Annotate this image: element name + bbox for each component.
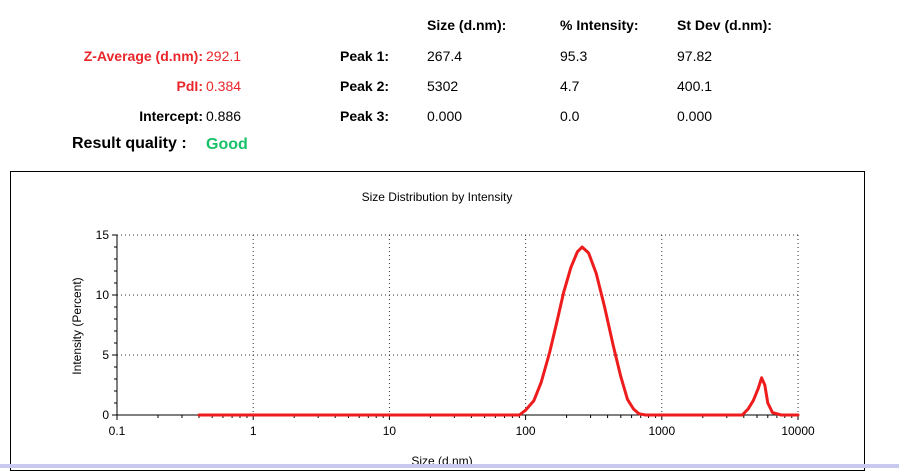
result-quality-label: Result quality :: [72, 135, 187, 152]
peak-2-stdev: 400.1: [677, 78, 713, 94]
x-tick-label: 10: [383, 424, 397, 438]
x-tick-label: 10000: [781, 424, 815, 438]
peak-2-size: 5302: [427, 78, 459, 94]
z-average-value: 292.1: [206, 48, 242, 64]
result-quality-value: Good: [206, 136, 248, 153]
peak-1-size: 267.4: [427, 48, 463, 64]
y-tick-label: 15: [96, 228, 110, 242]
chart-title: Size Distribution by Intensity: [362, 190, 513, 204]
peak-3-label: Peak 3:: [340, 108, 390, 124]
x-tick-label: 0.1: [109, 424, 126, 438]
window-bottom-edge: [0, 464, 899, 468]
peak-1-stdev: 97.82: [677, 48, 713, 64]
intensity-series-line: [197, 245, 800, 417]
y-tick-label: 5: [102, 348, 109, 362]
peak-3-size: 0.000: [427, 108, 463, 124]
pdi-label: PdI:: [176, 78, 203, 94]
col-header-stdev: St Dev (d.nm):: [677, 17, 772, 33]
col-header-intensity: % Intensity:: [560, 17, 639, 33]
peak-3-stdev: 0.000: [677, 108, 713, 124]
y-axis-label: Intensity (Percent): [70, 277, 84, 374]
intercept-label: Intercept:: [139, 108, 203, 124]
grid-layer: [117, 234, 799, 415]
x-tick-label: 100: [516, 424, 536, 438]
x-tick-label: 1: [250, 424, 257, 438]
axis-layer: 0 5 10 15 0.1 1 10 100 1000 10000: [96, 228, 815, 438]
peak-1-intensity: 95.3: [560, 48, 588, 64]
pdi-value: 0.384: [206, 78, 242, 94]
series-layer: [197, 245, 800, 417]
z-average-label: Z-Average (d.nm):: [83, 48, 203, 64]
peak-2-intensity: 4.7: [560, 78, 580, 94]
peak-2-label: Peak 2:: [340, 78, 390, 94]
y-tick-label: 10: [96, 288, 110, 302]
intercept-value: 0.886: [206, 108, 242, 124]
size-distribution-chart: Size Distribution by Intensity Size (d.n…: [70, 190, 815, 468]
y-tick-label: 0: [102, 408, 109, 422]
peak-3-intensity: 0.0: [560, 108, 580, 124]
peak-1-label: Peak 1:: [340, 48, 390, 64]
col-header-size: Size (d.nm):: [427, 17, 507, 33]
chart-panel: Size Distribution by Intensity Size (d.n…: [10, 171, 865, 471]
x-tick-label: 1000: [648, 424, 675, 438]
